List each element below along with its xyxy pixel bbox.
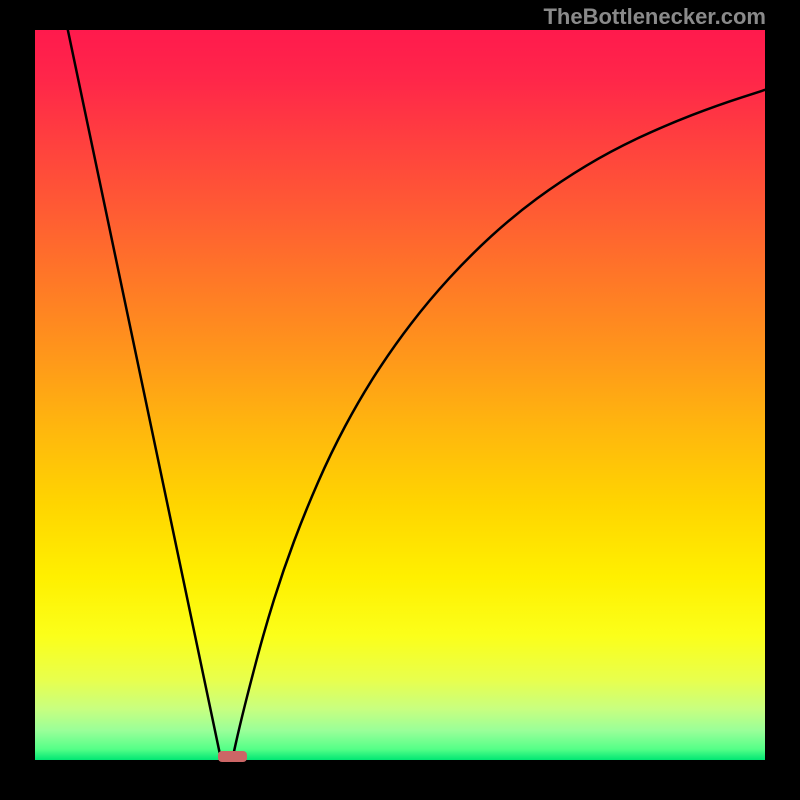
chart-canvas: TheBottlenecker.com xyxy=(0,0,800,800)
optimum-marker xyxy=(218,751,248,762)
plot-area xyxy=(35,30,765,760)
watermark-text: TheBottlenecker.com xyxy=(543,4,766,30)
bottleneck-curve xyxy=(35,30,765,760)
